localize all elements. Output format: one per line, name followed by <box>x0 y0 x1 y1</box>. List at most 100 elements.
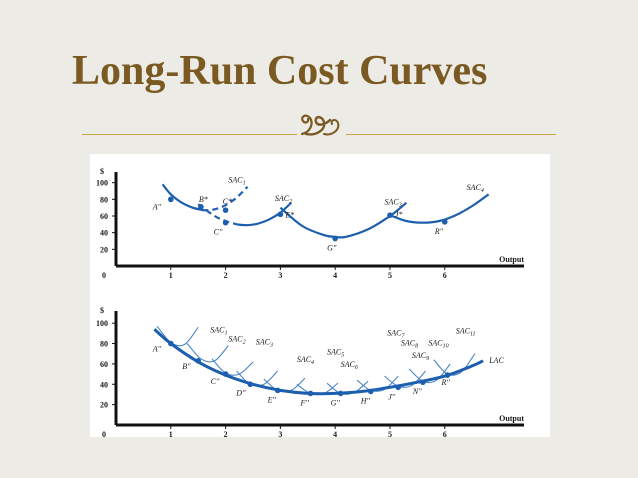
bottom-point-marker <box>395 384 401 391</box>
top-point-marker <box>332 235 338 242</box>
bottom-curve-sac2 <box>186 343 229 363</box>
bottom-curve-sac4 <box>236 370 278 387</box>
bottom-y-tick-label: 60 <box>100 360 108 369</box>
bottom-point-marker <box>247 381 254 388</box>
top-y-tick-label: 100 <box>96 179 108 188</box>
bottom-sac4-label: SAC4 <box>297 355 314 366</box>
bottom-sac3-label: SAC3 <box>256 338 273 349</box>
bottom-point-label: F'' <box>300 398 310 407</box>
bottom-y-tick-label: 100 <box>96 319 108 328</box>
bottom-point-marker <box>367 388 374 395</box>
bottom-point-label: R'' <box>441 378 451 387</box>
top-point-marker <box>441 219 448 225</box>
bottom-x-tick-label: 3 <box>278 430 282 437</box>
bottom-curve-sac9 <box>384 370 427 388</box>
bottom-point-marker <box>444 372 451 378</box>
chart-panel: 20 40 60 80 100 $0 1 2 3 4 5 6 Output SAC1 SAC2 SAC3 SAC… <box>90 154 550 437</box>
bottom-x-tick-label: 0 <box>102 430 106 437</box>
top-y-axis-label: $ <box>100 167 104 176</box>
title-rule-right <box>346 134 556 135</box>
chart-sac-envelope-top: 20 40 60 80 100 $0 1 2 3 4 5 6 Output SAC1 SAC2 SAC3 SAC… <box>96 167 524 280</box>
bottom-point-label: J'' <box>388 392 395 401</box>
bottom-x-axis-label: Output <box>499 414 524 423</box>
top-x-axis-label: Output <box>499 255 524 264</box>
bottom-sac6-label: SAC6 <box>341 360 358 371</box>
top-x-tick-label: 3 <box>278 271 282 280</box>
top-point-label: J* <box>395 210 403 219</box>
top-x-tick-label: 6 <box>443 271 447 280</box>
bottom-sac9-label: SAC9 <box>412 351 429 362</box>
bottom-sac1-label: SAC1 <box>210 325 227 336</box>
bottom-x-tick-label: 6 <box>443 430 447 437</box>
top-x-tick-label: 1 <box>169 271 173 280</box>
top-y-tick-label: 40 <box>100 229 108 238</box>
bottom-point-label: B'' <box>182 362 191 371</box>
top-sac1-label: SAC1 <box>228 176 245 187</box>
bottom-point-marker <box>307 390 314 397</box>
top-point-label: C* <box>223 197 232 206</box>
top-point-label: A'' <box>152 202 162 211</box>
top-curve-sac2-dashed <box>197 203 237 226</box>
bottom-sac7-label: SAC7 <box>387 328 405 339</box>
bottom-point-label: G'' <box>331 398 340 407</box>
top-y-tick-label: 80 <box>100 195 108 204</box>
title-rule-left <box>82 134 297 135</box>
top-curve-sac1-dashed <box>192 186 249 212</box>
top-point-label: B* <box>199 195 208 204</box>
bottom-point-marker <box>420 379 426 386</box>
swirl-ornament-icon <box>300 114 340 136</box>
top-point-label: E* <box>284 210 294 219</box>
bottom-x-tick-label: 1 <box>169 430 173 437</box>
top-sac3-label: SAC3 <box>384 197 401 208</box>
bottom-y-tick-label: 80 <box>100 340 108 349</box>
top-x-tick-label: 0 <box>102 271 106 280</box>
bottom-point-label: C'' <box>211 377 220 386</box>
bottom-point-label: H'' <box>360 396 370 405</box>
top-y-tick-label: 60 <box>100 212 108 221</box>
top-y-tick-label: 20 <box>100 245 108 254</box>
bottom-x-tick-label: 2 <box>224 430 228 437</box>
bottom-point-label: D'' <box>235 388 245 397</box>
bottom-point-marker <box>222 371 229 377</box>
top-point-marker <box>222 219 229 226</box>
top-curve-sac1 <box>161 183 204 212</box>
bottom-sac10-label: SAC10 <box>428 339 448 350</box>
top-x-tick-label: 5 <box>388 271 392 280</box>
bottom-curve-sac11 <box>433 353 476 376</box>
bottom-sac11-label: SAC11 <box>456 326 476 337</box>
top-point-label: C'' <box>214 228 223 237</box>
top-point-marker <box>222 207 229 213</box>
bottom-point-label: A'' <box>152 345 162 354</box>
bottom-x-tick-label: 5 <box>388 430 392 437</box>
top-x-tick-label: 2 <box>224 271 228 280</box>
bottom-curve-lac <box>153 328 484 396</box>
bottom-point-marker <box>195 358 201 364</box>
bottom-y-tick-label: 40 <box>100 380 108 389</box>
top-x-tick-label: 4 <box>333 271 337 280</box>
bottom-sac5-label: SAC5 <box>327 348 344 359</box>
top-point-label: G'' <box>327 244 336 253</box>
top-point-marker <box>387 212 393 218</box>
slide-title: Long-Run Cost Curves <box>72 48 488 94</box>
top-point-label: R'' <box>434 227 444 236</box>
bottom-point-marker <box>167 340 174 347</box>
bottom-sac2-label: SAC2 <box>228 334 245 345</box>
bottom-sac8-label: SAC8 <box>401 339 418 350</box>
top-sac4-label: SAC4 <box>467 183 484 194</box>
bottom-point-label: E'' <box>267 395 277 404</box>
bottom-point-label: N'' <box>412 387 422 396</box>
top-point-marker <box>277 211 284 218</box>
top-sac2-label: SAC2 <box>275 194 292 205</box>
top-point-marker <box>167 196 174 203</box>
top-curve-sac4 <box>389 193 490 224</box>
top-curve-sac3 <box>279 201 408 239</box>
bottom-y-axis-label: $ <box>100 306 104 315</box>
bottom-point-marker <box>337 390 344 397</box>
bottom-lac-label: LAC <box>488 356 504 365</box>
bottom-y-tick-label: 20 <box>100 401 108 410</box>
bottom-curve-sac1 <box>156 325 199 347</box>
bottom-x-tick-label: 4 <box>333 430 337 437</box>
top-point-marker <box>198 204 204 210</box>
